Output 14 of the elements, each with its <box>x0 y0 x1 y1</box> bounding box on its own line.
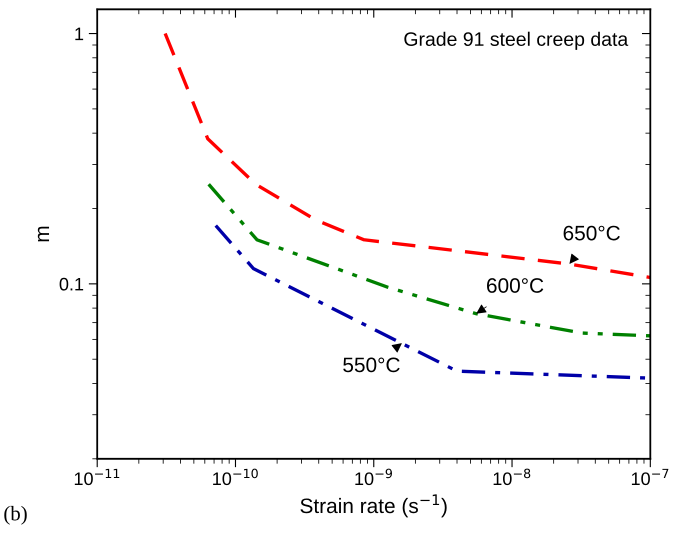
x-tick-label: 10$^{−7}$ <box>632 468 668 486</box>
annotation: 650°C <box>564 226 620 240</box>
x-tick-label: 10$^{−10}$ <box>213 468 258 486</box>
x-tick-label: 10$^{−9}$ <box>355 468 392 486</box>
y-axis-title: m <box>38 226 50 242</box>
annotation: 600°C <box>487 278 544 293</box>
text: (b) <box>4 506 27 525</box>
x-tick-label: 10$^{−11}$ <box>74 468 120 486</box>
x-tick-label: 10$^{−8}$ <box>494 468 530 486</box>
annotation: 550°C <box>343 358 400 372</box>
x-axis-title: Strain rate (s$^{−1}$) <box>300 494 447 518</box>
annotation: Grade 91 steel creep data <box>404 32 628 50</box>
y-tick-label: 1 <box>75 28 84 40</box>
y-tick-label: 0.1 <box>60 278 84 291</box>
